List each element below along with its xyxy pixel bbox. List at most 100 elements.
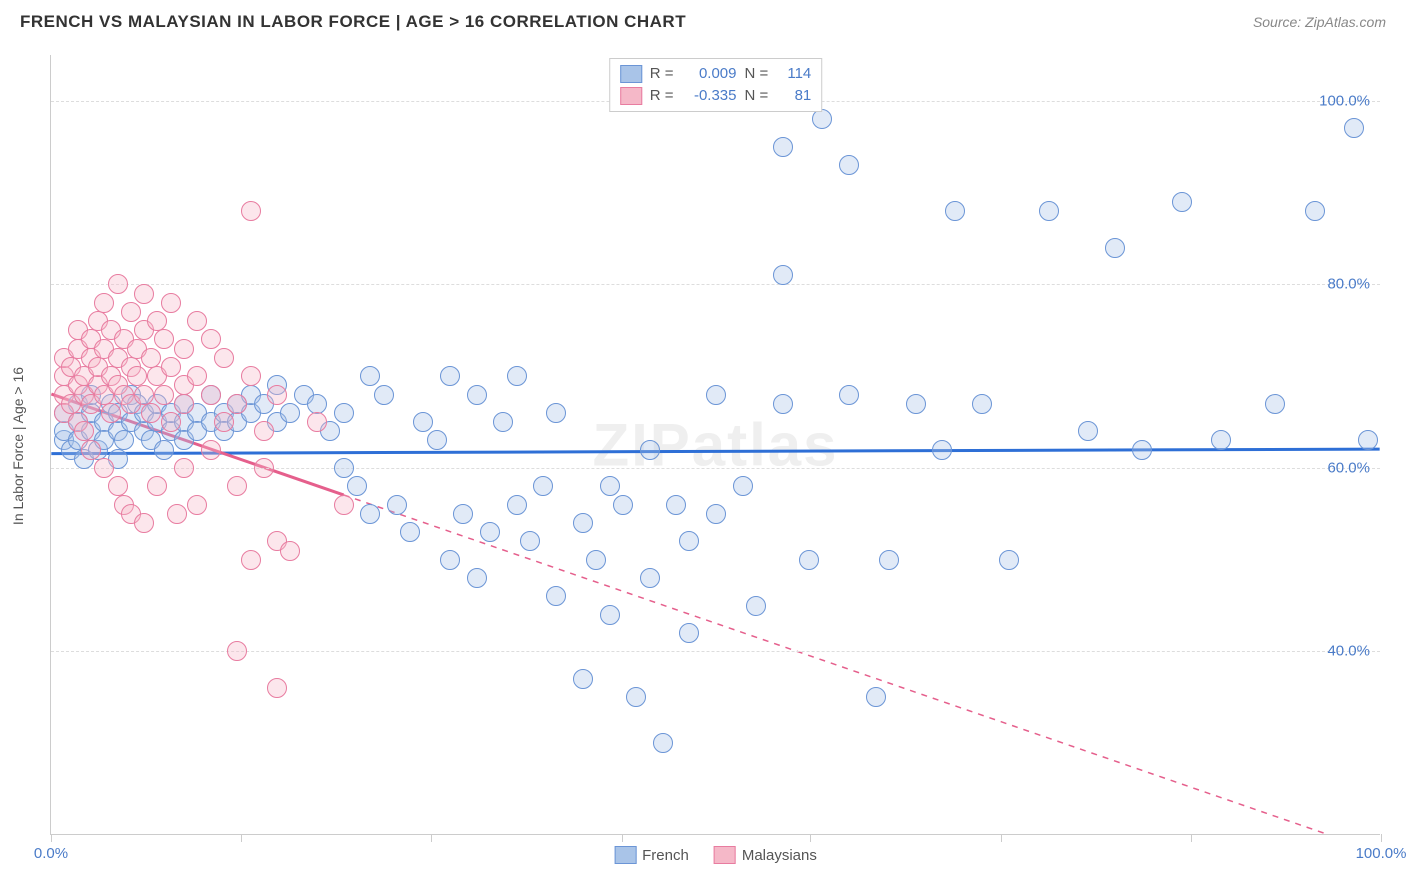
chart-source: Source: ZipAtlas.com <box>1253 14 1386 30</box>
scatter-point <box>679 531 699 551</box>
scatter-point <box>932 440 952 460</box>
scatter-point <box>154 440 174 460</box>
scatter-point <box>101 403 121 423</box>
scatter-point <box>307 412 327 432</box>
scatter-point <box>127 366 147 386</box>
gridline <box>51 468 1380 469</box>
scatter-point <box>227 394 247 414</box>
scatter-point <box>154 329 174 349</box>
scatter-point <box>573 669 593 689</box>
scatter-point <box>972 394 992 414</box>
x-tick <box>431 834 432 842</box>
legend-stats-row: R = -0.335 N = 81 <box>620 85 812 107</box>
scatter-point <box>161 357 181 377</box>
scatter-point <box>174 458 194 478</box>
scatter-point <box>214 412 234 432</box>
scatter-point <box>81 440 101 460</box>
legend-series: French Malaysians <box>614 846 817 864</box>
scatter-point <box>879 550 899 570</box>
scatter-point <box>945 201 965 221</box>
legend-stats-row: R = 0.009 N = 114 <box>620 63 812 85</box>
legend-n-label: N = <box>745 63 769 85</box>
legend-r-value: -0.335 <box>682 85 737 107</box>
scatter-point <box>1211 430 1231 450</box>
scatter-point <box>507 495 527 515</box>
x-tick-label: 0.0% <box>34 845 68 862</box>
scatter-point <box>440 366 460 386</box>
scatter-point <box>161 412 181 432</box>
scatter-point <box>74 421 94 441</box>
scatter-point <box>360 366 380 386</box>
scatter-point <box>440 550 460 570</box>
scatter-point <box>174 339 194 359</box>
y-tick-label: 80.0% <box>1327 276 1370 293</box>
scatter-point <box>241 366 261 386</box>
scatter-point <box>733 476 753 496</box>
legend-stats: R = 0.009 N = 114 R = -0.335 N = 81 <box>609 58 823 112</box>
trend-line-solid <box>51 449 1379 454</box>
scatter-point <box>773 265 793 285</box>
scatter-point <box>167 504 187 524</box>
scatter-point <box>1039 201 1059 221</box>
scatter-point <box>174 394 194 414</box>
scatter-point <box>114 430 134 450</box>
x-tick <box>810 834 811 842</box>
scatter-point <box>201 385 221 405</box>
scatter-point <box>586 550 606 570</box>
legend-swatch <box>620 65 642 83</box>
scatter-point <box>400 522 420 542</box>
x-tick-label: 100.0% <box>1356 845 1406 862</box>
x-tick <box>51 834 52 842</box>
scatter-point <box>427 430 447 450</box>
scatter-point <box>546 586 566 606</box>
scatter-point <box>187 366 207 386</box>
legend-series-item: French <box>614 846 689 864</box>
scatter-point <box>1344 118 1364 138</box>
scatter-point <box>773 137 793 157</box>
scatter-point <box>600 605 620 625</box>
scatter-point <box>773 394 793 414</box>
scatter-point <box>360 504 380 524</box>
scatter-point <box>347 476 367 496</box>
scatter-point <box>812 109 832 129</box>
scatter-point <box>147 476 167 496</box>
scatter-point <box>467 568 487 588</box>
scatter-point <box>493 412 513 432</box>
chart-header: FRENCH VS MALAYSIAN IN LABOR FORCE | AGE… <box>0 0 1406 44</box>
x-tick <box>1191 834 1192 842</box>
scatter-point <box>134 284 154 304</box>
scatter-point <box>94 458 114 478</box>
scatter-point <box>1078 421 1098 441</box>
scatter-point <box>201 329 221 349</box>
scatter-point <box>134 513 154 533</box>
scatter-point <box>334 495 354 515</box>
scatter-point <box>387 495 407 515</box>
scatter-point <box>161 293 181 313</box>
scatter-point <box>141 403 161 423</box>
scatter-point <box>999 550 1019 570</box>
scatter-point <box>906 394 926 414</box>
legend-swatch <box>614 846 636 864</box>
scatter-point <box>187 311 207 331</box>
scatter-point <box>640 568 660 588</box>
scatter-point <box>1265 394 1285 414</box>
scatter-point <box>533 476 553 496</box>
scatter-point <box>1358 430 1378 450</box>
y-axis-label: In Labor Force | Age > 16 <box>10 367 26 525</box>
legend-n-value: 81 <box>776 85 811 107</box>
scatter-point <box>241 201 261 221</box>
scatter-point <box>679 623 699 643</box>
x-tick <box>1381 834 1382 842</box>
scatter-point <box>626 687 646 707</box>
chart-plot-area: ZIPatlas 40.0%60.0%80.0%100.0%0.0%100.0%… <box>50 55 1380 835</box>
chart-title: FRENCH VS MALAYSIAN IN LABOR FORCE | AGE… <box>20 12 686 32</box>
scatter-point <box>839 155 859 175</box>
x-tick <box>1001 834 1002 842</box>
y-tick-label: 40.0% <box>1327 643 1370 660</box>
scatter-point <box>267 385 287 405</box>
scatter-point <box>1172 192 1192 212</box>
scatter-point <box>241 550 261 570</box>
scatter-point <box>507 366 527 386</box>
legend-n-value: 114 <box>776 63 811 85</box>
scatter-point <box>480 522 500 542</box>
